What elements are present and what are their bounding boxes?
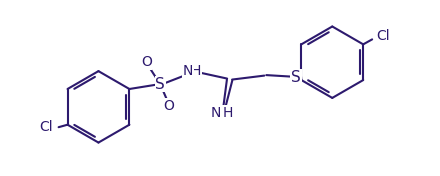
Text: S: S [291, 70, 301, 85]
Text: Cl: Cl [40, 120, 53, 134]
Text: N: N [210, 106, 221, 120]
Text: S: S [155, 77, 165, 92]
Text: O: O [141, 55, 152, 69]
Text: H: H [223, 106, 233, 120]
Text: N: N [183, 64, 193, 78]
Text: O: O [164, 99, 175, 113]
Text: H: H [191, 64, 201, 78]
Text: Cl: Cl [376, 29, 390, 43]
